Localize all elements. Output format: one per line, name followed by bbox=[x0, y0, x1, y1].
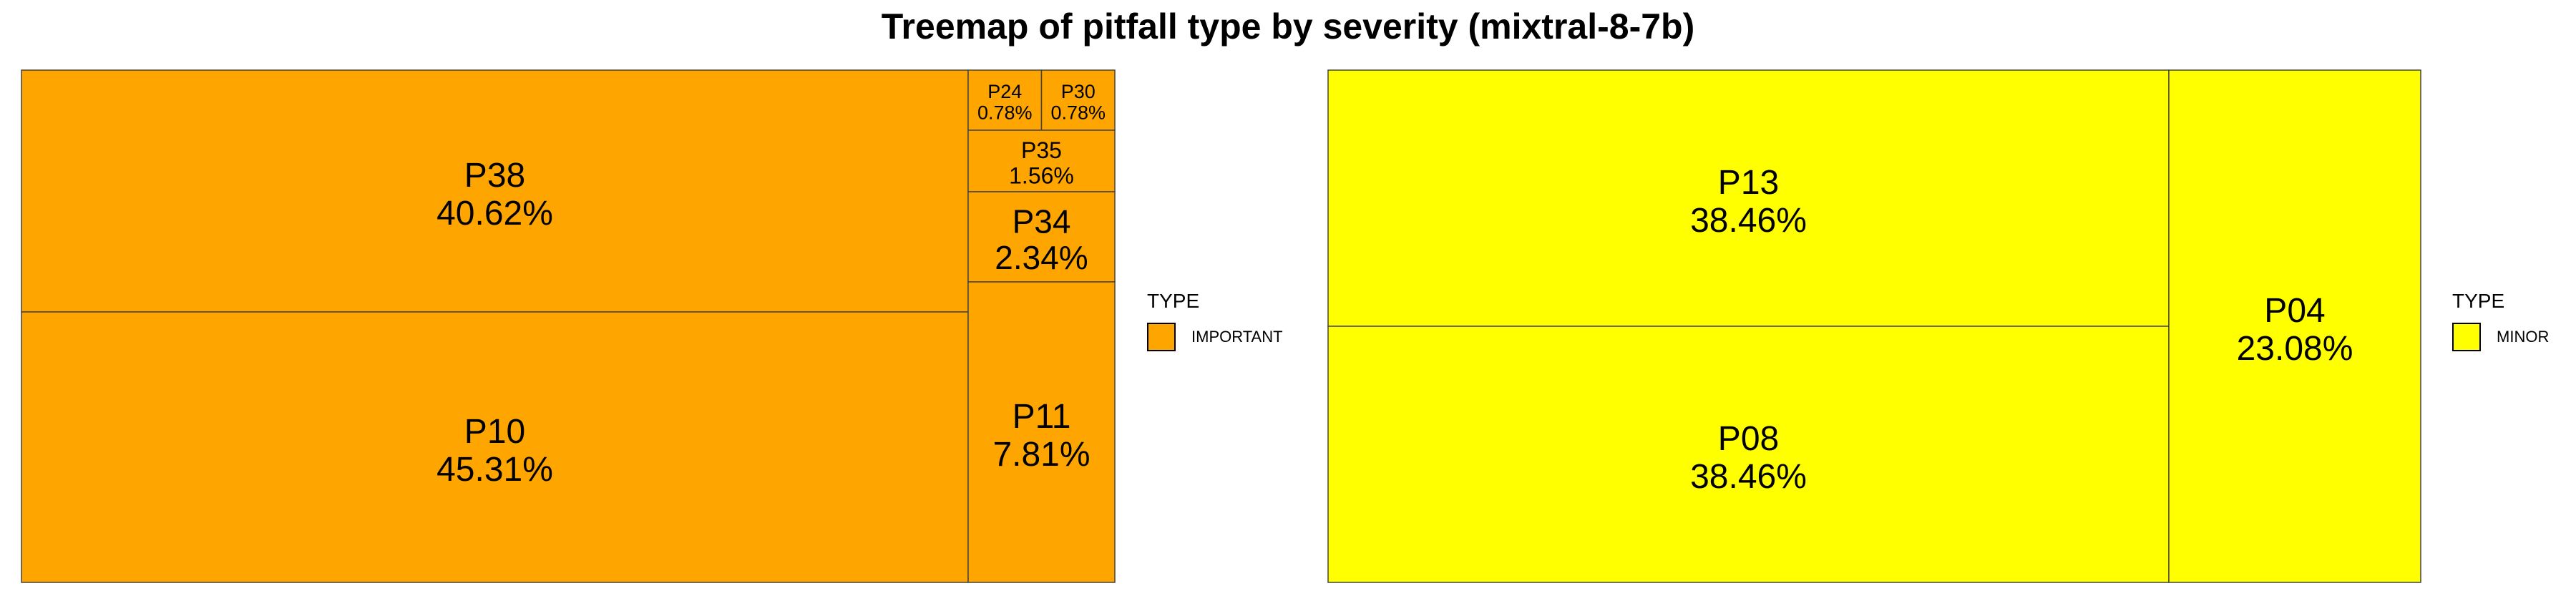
tile-label: P13 bbox=[1718, 164, 1779, 202]
treemap-tile bbox=[1327, 69, 2170, 327]
legend-minor: TYPE MINOR bbox=[2452, 290, 2549, 351]
tile-value-label: 2.34% bbox=[995, 239, 1088, 276]
tile-label: P08 bbox=[1718, 420, 1779, 458]
legend-label-important: IMPORTANT bbox=[1191, 328, 1283, 346]
chart-title: Treemap of pitfall type by severity (mix… bbox=[881, 6, 1695, 47]
tile-value-label: 45.31% bbox=[436, 451, 553, 489]
legend-title: TYPE bbox=[1147, 290, 1200, 312]
treemap-tile bbox=[21, 69, 969, 313]
tile-label: P30 bbox=[1061, 81, 1096, 102]
treemap-tile bbox=[2168, 69, 2421, 583]
tile-label: P38 bbox=[464, 157, 525, 195]
legend-key-minor bbox=[2452, 323, 2481, 351]
tile-value-label: 23.08% bbox=[2237, 330, 2353, 368]
tile-value-label: 40.62% bbox=[436, 195, 553, 233]
tile-label: P11 bbox=[1013, 398, 1071, 436]
tile-value-label: 38.46% bbox=[1690, 458, 1807, 496]
tile-label: P10 bbox=[464, 413, 525, 451]
tile-value-label: 7.81% bbox=[992, 436, 1090, 474]
tile-label: P24 bbox=[987, 81, 1022, 102]
tile-value-label: 0.78% bbox=[977, 102, 1033, 123]
legend-label-minor: MINOR bbox=[2497, 328, 2550, 346]
treemap-tile bbox=[967, 69, 1043, 131]
tile-label: P34 bbox=[1013, 202, 1071, 240]
legend-item-important: IMPORTANT bbox=[1147, 323, 1283, 351]
legend-title: TYPE bbox=[2452, 290, 2505, 312]
tile-label: P35 bbox=[1021, 137, 1062, 163]
treemap-tile bbox=[967, 281, 1116, 583]
treemap-tile bbox=[21, 311, 969, 583]
tile-label: P04 bbox=[2264, 292, 2325, 330]
legend-item-minor: MINOR bbox=[2452, 323, 2549, 351]
legend-key-important bbox=[1147, 323, 1176, 351]
tile-value-label: 0.78% bbox=[1050, 102, 1106, 123]
tile-value-label: 1.56% bbox=[1009, 162, 1074, 188]
legend-important: TYPE IMPORTANT bbox=[1147, 290, 1283, 351]
treemap-tile bbox=[1327, 326, 2170, 583]
tile-value-label: 38.46% bbox=[1690, 202, 1807, 240]
